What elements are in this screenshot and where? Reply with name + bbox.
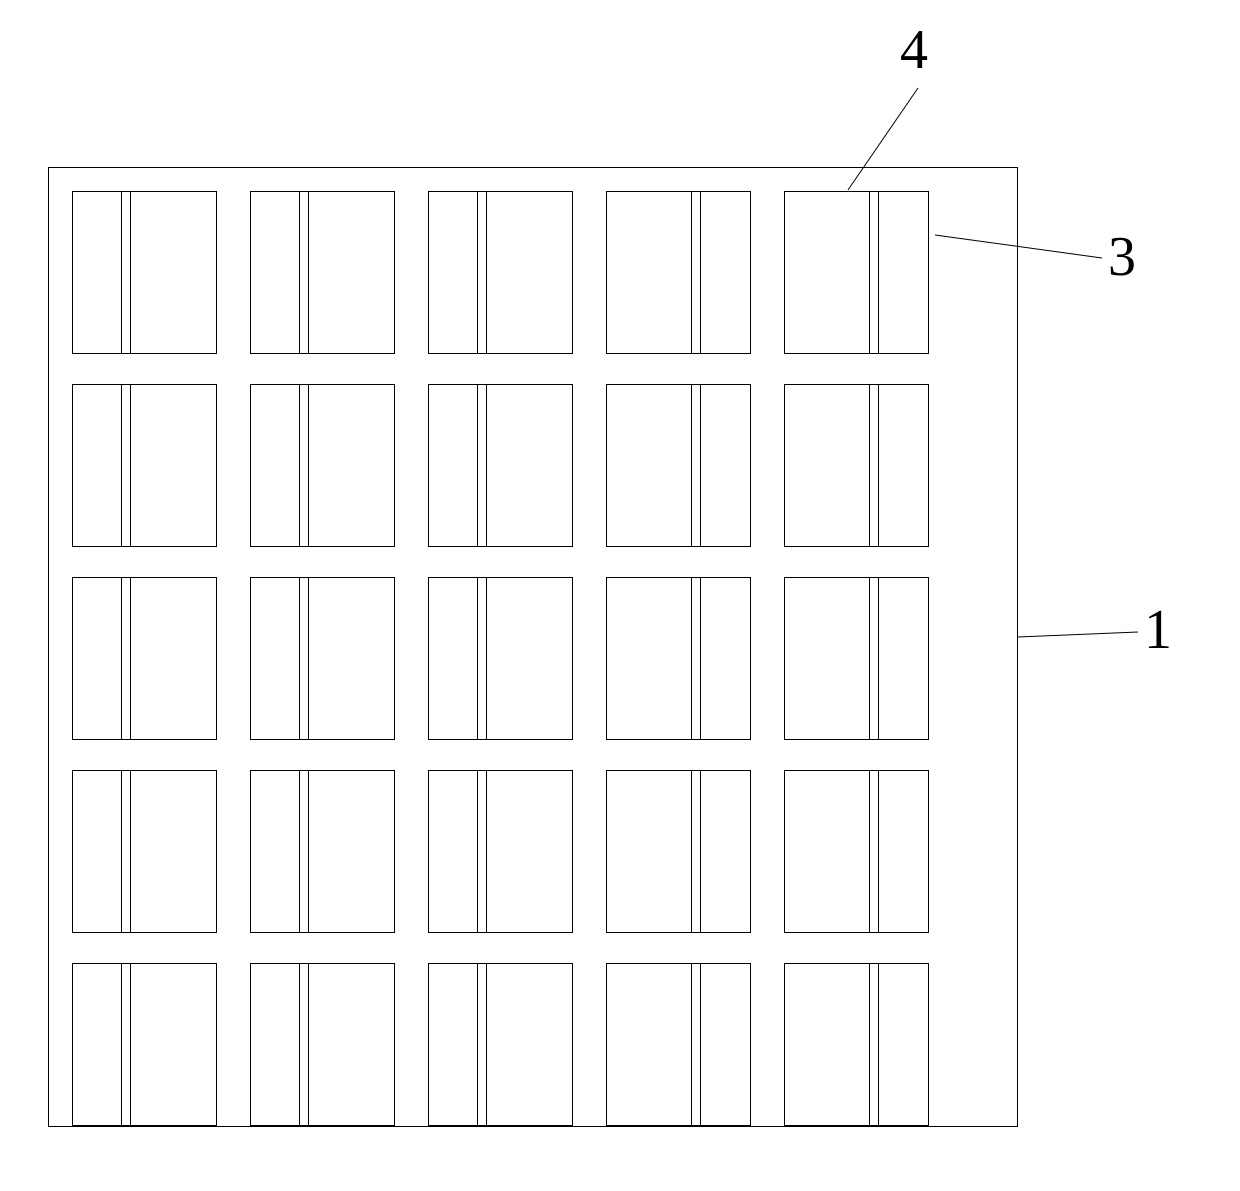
callout-label-4: 4 bbox=[900, 18, 928, 82]
callout-label-3: 3 bbox=[1108, 225, 1136, 289]
leader-line-4 bbox=[848, 88, 918, 190]
leader-line-3 bbox=[935, 235, 1102, 258]
callout-label-1: 1 bbox=[1144, 598, 1172, 662]
leader-lines bbox=[0, 0, 1240, 1191]
leader-line-1 bbox=[1018, 632, 1138, 637]
